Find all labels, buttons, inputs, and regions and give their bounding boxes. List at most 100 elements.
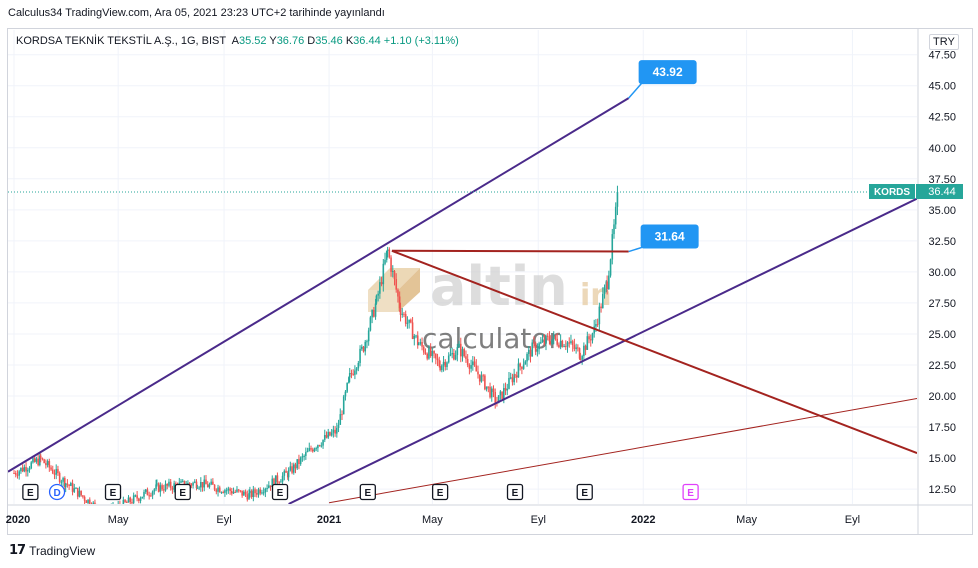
- candle-up: [87, 499, 89, 503]
- candle-up: [330, 432, 333, 436]
- candle-up: [408, 319, 410, 323]
- candle-up: [545, 335, 547, 344]
- candle-down: [399, 308, 402, 315]
- candle-down: [53, 473, 56, 475]
- candle-up: [139, 498, 142, 501]
- candle-up: [200, 481, 202, 488]
- candle-down: [571, 341, 574, 346]
- candle-down: [501, 391, 503, 399]
- candle-up: [164, 483, 167, 491]
- earnings-event-marker[interactable]: E: [576, 483, 593, 501]
- candle-up: [608, 275, 610, 290]
- candle-down: [433, 350, 435, 354]
- candle-down: [494, 392, 497, 403]
- candle-up: [305, 452, 307, 456]
- earnings-event-marker[interactable]: E: [359, 483, 376, 501]
- candle-up: [538, 343, 540, 350]
- candle-up: [344, 391, 347, 397]
- event-marker-label: E: [581, 488, 588, 499]
- legend-low-value: 35.46: [315, 35, 343, 47]
- candle-up: [308, 448, 311, 451]
- candle-down: [88, 499, 91, 504]
- candle-up: [92, 502, 95, 504]
- candle-down: [429, 347, 432, 357]
- candle-down: [578, 348, 581, 359]
- tradingview-logo-icon: 17: [9, 543, 26, 558]
- candle-up: [327, 431, 330, 438]
- publish-caption: Calculus34 TradingView.com, Ara 05, 2021…: [8, 7, 385, 19]
- earnings-event-marker[interactable]: E: [104, 483, 122, 501]
- candle-down: [380, 282, 383, 285]
- candle-up: [249, 490, 251, 494]
- candle-up: [64, 483, 67, 488]
- candle-up: [417, 344, 420, 346]
- candle-up: [441, 365, 443, 371]
- candle-down: [589, 339, 592, 341]
- dividend-event-marker[interactable]: D: [48, 483, 66, 501]
- candle-up: [536, 349, 539, 352]
- event-marker-label: E: [277, 488, 284, 499]
- candle-down: [259, 489, 262, 494]
- candle-down: [195, 481, 198, 489]
- candle-down: [125, 501, 128, 503]
- candle-up: [46, 461, 49, 466]
- candle-down: [519, 363, 521, 367]
- candle-down: [41, 458, 44, 460]
- candle-down: [424, 352, 427, 354]
- candle-down: [482, 375, 484, 377]
- earnings-event-marker[interactable]: E: [682, 483, 699, 501]
- callout-box: [638, 60, 697, 85]
- candle-up: [366, 341, 368, 343]
- candle-down: [212, 481, 214, 485]
- candle-up: [30, 462, 33, 469]
- candle-down: [278, 482, 280, 484]
- currency-button[interactable]: TRY: [929, 34, 959, 50]
- candle-down: [325, 434, 328, 438]
- candle-up: [449, 354, 452, 356]
- event-marker-shape: [48, 483, 66, 501]
- event-marker-shape: [359, 483, 376, 501]
- candle-down: [218, 487, 221, 493]
- earnings-event-marker[interactable]: E: [431, 483, 449, 501]
- candle-down: [410, 319, 412, 323]
- candle-up: [451, 353, 453, 355]
- candle-up: [446, 362, 448, 367]
- candle-up: [296, 459, 299, 469]
- earnings-event-marker[interactable]: E: [506, 483, 524, 501]
- candle-down: [101, 512, 103, 513]
- candle-down: [558, 344, 560, 348]
- price-callout[interactable]: 43.92: [628, 60, 697, 99]
- candle-up: [122, 499, 125, 504]
- x-tick-label: Eyl: [531, 514, 546, 526]
- earnings-event-marker[interactable]: E: [174, 483, 191, 501]
- candle-up: [359, 348, 361, 363]
- candle-up: [602, 293, 604, 309]
- candle-down: [521, 366, 523, 369]
- candle-up: [470, 365, 472, 369]
- candle-up: [268, 485, 270, 488]
- candle-up: [540, 341, 542, 344]
- candle-up: [442, 361, 445, 366]
- candle-up: [134, 495, 137, 497]
- candle-down: [138, 498, 140, 501]
- candle-down: [411, 322, 414, 339]
- candle-up: [595, 324, 597, 327]
- earnings-event-marker[interactable]: E: [271, 483, 289, 501]
- candle-up: [60, 481, 63, 483]
- candle-up: [384, 259, 386, 264]
- earnings-event-marker[interactable]: E: [22, 483, 39, 501]
- candle-up: [28, 468, 31, 470]
- candle-down: [568, 342, 571, 344]
- candle-up: [26, 469, 29, 472]
- candle-down: [421, 342, 423, 347]
- candle-down: [543, 339, 546, 344]
- price-tag-value: 36.44: [928, 186, 956, 198]
- candle-up: [575, 347, 577, 350]
- candle-down: [64, 478, 66, 488]
- candle-up: [461, 349, 464, 357]
- candle-up: [454, 354, 457, 360]
- candle-down: [250, 490, 253, 497]
- price-callout[interactable]: 31.64: [628, 224, 699, 253]
- candle-down: [298, 459, 300, 465]
